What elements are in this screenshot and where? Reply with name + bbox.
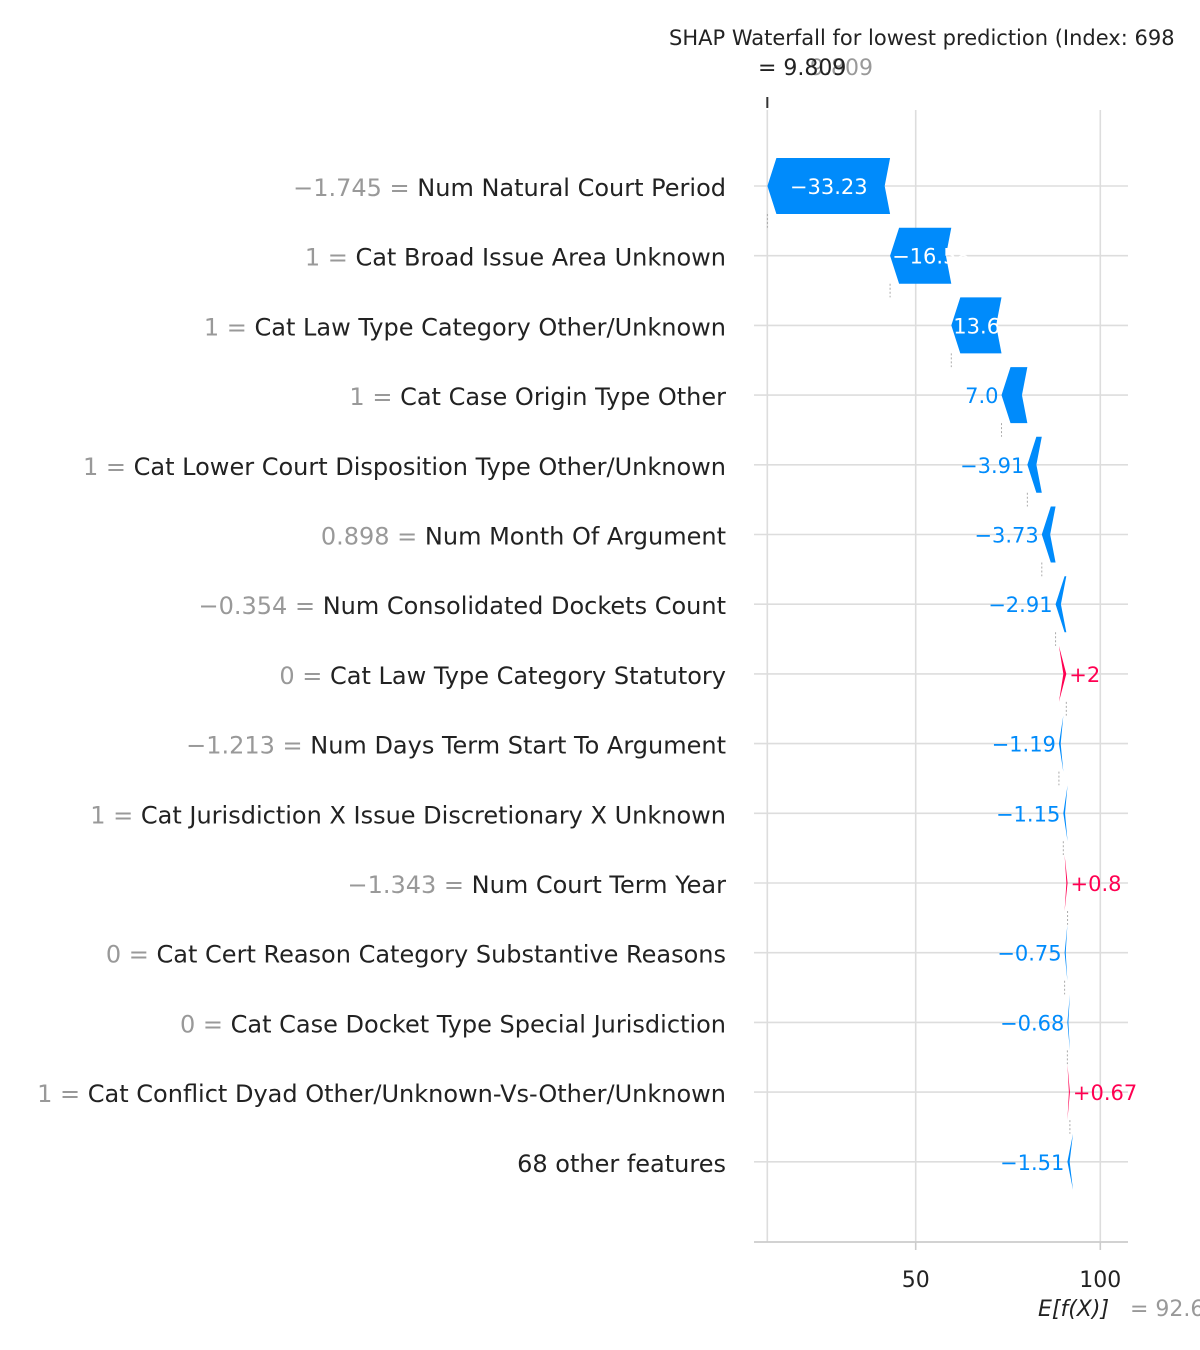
feature-name: Num Court Term Year	[472, 871, 726, 899]
bar-value-label: −1.19	[992, 733, 1056, 757]
feature-value: 1 =	[349, 383, 400, 411]
bar-value-label: −3.91	[960, 454, 1024, 478]
bar-value-label: −16.58	[892, 245, 970, 269]
feature-value: 0 =	[180, 1010, 231, 1038]
x-tick-label: 50	[902, 1268, 930, 1293]
waterfall-bar	[1058, 645, 1067, 702]
feature-label: −0.354 = Num Consolidated Dockets Count	[199, 592, 727, 620]
feature-name: Cat Law Type Category Other/Unknown	[255, 313, 727, 341]
waterfall-bar	[1001, 367, 1028, 424]
waterfall-bar	[1067, 1133, 1073, 1190]
feature-label: 1 = Cat Lower Court Disposition Type Oth…	[83, 453, 726, 481]
feature-name: Cat Cert Reason Category Substantive Rea…	[157, 941, 726, 969]
fx-label: = 9.809	[758, 56, 846, 81]
feature-label: 1 = Cat Conflict Dyad Other/Unknown-Vs-O…	[37, 1080, 726, 1108]
waterfall-bar	[767, 158, 891, 214]
feature-name: Cat Lower Court Disposition Type Other/U…	[134, 453, 726, 481]
feature-label: 1 = Cat Jurisdiction X Issue Discretiona…	[90, 801, 726, 829]
x-tick-label: 100	[1079, 1268, 1121, 1293]
waterfall-bar	[1063, 785, 1068, 842]
waterfall-bar	[1041, 506, 1056, 563]
feature-value: −0.354 =	[199, 592, 323, 620]
axis-layer	[754, 97, 1128, 1243]
ex-label: E[f(X)]	[1038, 1297, 1109, 1322]
waterfall-bar	[1064, 924, 1068, 981]
feature-label: 0 = Cat Cert Reason Category Substantive…	[106, 941, 726, 969]
feature-name: Cat Conflict Dyad Other/Unknown-Vs-Other…	[88, 1080, 726, 1108]
feature-name: 68 other features	[517, 1150, 726, 1178]
feature-label: 0.898 = Num Month Of Argument	[321, 523, 726, 551]
feature-value: 1 =	[204, 313, 255, 341]
ex-value-label: = 92.6	[1130, 1297, 1200, 1322]
feature-label: −1.745 = Num Natural Court Period	[293, 174, 726, 202]
feature-name: Num Natural Court Period	[417, 174, 726, 202]
bar-value-label: +2	[1069, 663, 1100, 687]
feature-name: Cat Jurisdiction X Issue Discretionary X…	[141, 801, 726, 829]
waterfall-bar	[1027, 436, 1042, 493]
waterfall-bar	[1058, 715, 1064, 772]
feature-name: Cat Broad Issue Area Unknown	[355, 244, 726, 272]
bar-value-label: −0.68	[1000, 1011, 1064, 1035]
label-layer: 50 100 −33.23 −1.745 = Num Natural Court Pe…	[37, 174, 1137, 1293]
bar-value-label: −0.75	[997, 942, 1061, 966]
waterfall-bar	[1067, 994, 1070, 1051]
feature-label: −1.343 = Num Court Term Year	[347, 871, 726, 899]
feature-name: Num Month Of Argument	[425, 523, 726, 551]
feature-label: 0 = Cat Law Type Category Statutory	[279, 662, 726, 690]
feature-name: Cat Law Type Category Statutory	[330, 662, 726, 690]
waterfall-bar	[890, 227, 952, 284]
waterfall-bar	[1055, 576, 1067, 633]
bar-value-label: −33.23	[790, 175, 868, 199]
bar-layer	[766, 158, 1073, 1190]
waterfall-bar	[1067, 1064, 1070, 1121]
feature-name: Num Consolidated Dockets Count	[323, 592, 726, 620]
feature-label: 1 = Cat Law Type Category Other/Unknown	[204, 313, 726, 341]
feature-name: Cat Case Docket Type Special Jurisdictio…	[231, 1010, 726, 1038]
feature-value: −1.343 =	[347, 871, 471, 899]
feature-label: 1 = Cat Broad Issue Area Unknown	[305, 244, 726, 272]
bar-value-label: −1.51	[1000, 1151, 1064, 1175]
feature-value: 1 =	[83, 453, 134, 481]
bar-value-label: +0.8	[1071, 872, 1122, 896]
waterfall-bar	[1064, 855, 1068, 911]
fx-overlap-label: 9.809	[810, 56, 873, 81]
feature-value: 0.898 =	[321, 523, 425, 551]
waterfall-bar	[951, 297, 1002, 354]
feature-value: 0 =	[279, 662, 330, 690]
bar-value-label: 13.6	[953, 314, 1000, 338]
bar-value-label: 7.0	[965, 384, 998, 408]
feature-value: 1 =	[305, 244, 356, 272]
bar-value-label: −3.73	[974, 524, 1038, 548]
chart-title: SHAP Waterfall for lowest prediction (In…	[669, 26, 1175, 50]
feature-value: −1.745 =	[293, 174, 417, 202]
bar-value-label: −2.91	[988, 593, 1052, 617]
feature-value: −1.213 =	[186, 732, 310, 760]
feature-label: 1 = Cat Case Origin Type Other	[349, 383, 726, 411]
feature-value: 0 =	[106, 941, 157, 969]
feature-label: 0 = Cat Case Docket Type Special Jurisdi…	[180, 1010, 726, 1038]
feature-label: −1.213 = Num Days Term Start To Argument	[186, 732, 726, 760]
feature-name: Cat Case Origin Type Other	[400, 383, 726, 411]
bar-value-label: +0.67	[1073, 1081, 1137, 1105]
feature-value: 1 =	[90, 801, 141, 829]
feature-value: 1 =	[37, 1080, 88, 1108]
feature-label: 68 other features	[517, 1150, 726, 1178]
feature-name: Num Days Term Start To Argument	[310, 732, 726, 760]
bar-value-label: −1.15	[996, 802, 1060, 826]
